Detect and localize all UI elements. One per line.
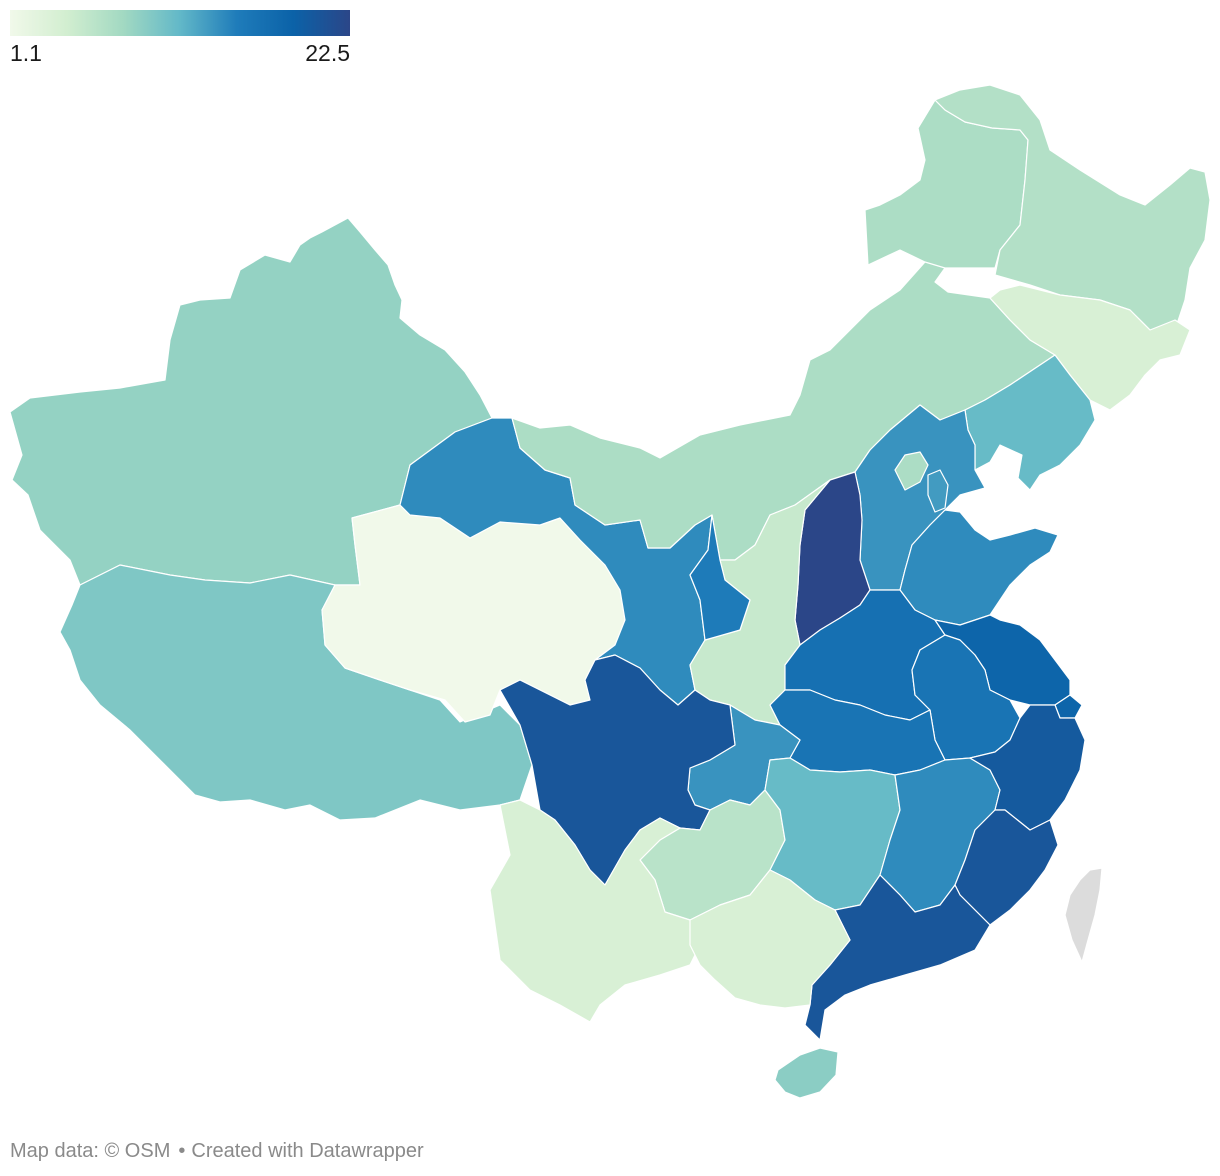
region-ningxia[interactable] <box>689 514 751 641</box>
region-guangxi[interactable] <box>689 869 851 1009</box>
legend-gradient-bar <box>10 10 350 36</box>
region-fujian[interactable] <box>954 809 1059 926</box>
color-legend: 1.1 22.5 <box>10 10 350 66</box>
region-beijing[interactable] <box>894 451 929 491</box>
region-heilongjiang[interactable] <box>917 84 1211 331</box>
footer-separator: • <box>178 1140 186 1162</box>
region-yunnan[interactable] <box>489 799 701 1023</box>
region-tianjin[interactable] <box>927 469 949 513</box>
map-data-credit: Map data: © OSM <box>10 1140 171 1162</box>
region-taiwan[interactable] <box>1064 867 1103 963</box>
region-liaoning[interactable] <box>964 354 1096 491</box>
region-zhejiang[interactable] <box>969 704 1086 831</box>
created-with-credit[interactable]: Created with Datawrapper <box>191 1140 424 1162</box>
region-hainan[interactable] <box>774 1047 839 1099</box>
legend-min-label: 1.1 <box>10 40 42 66</box>
attribution-footer: Map data: © OSM • Created with Datawrapper <box>10 1140 424 1163</box>
legend-max-label: 22.5 <box>305 40 350 66</box>
